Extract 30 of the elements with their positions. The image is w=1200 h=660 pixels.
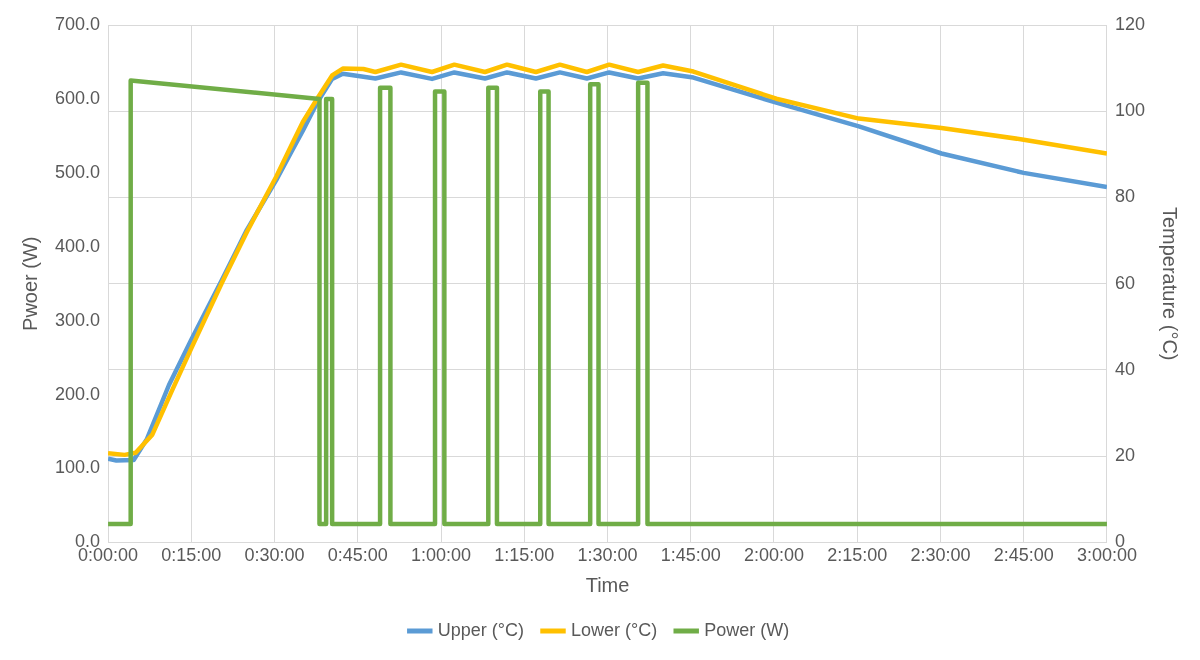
y-tick-label: 600.0 xyxy=(55,87,101,108)
x-tick-label: 0:15:00 xyxy=(161,545,222,566)
legend-label: Lower (°C) xyxy=(571,619,658,640)
legend-label: Upper (°C) xyxy=(437,619,525,640)
y2-tick-label: 20 xyxy=(1114,445,1135,466)
x-axis-title: Time xyxy=(585,573,630,596)
x-tick-label: 1:15:00 xyxy=(494,545,555,566)
x-tick-label: 2:00:00 xyxy=(743,545,805,566)
y-axis-title: Pwoer (W) xyxy=(18,236,41,331)
y2-tick-label: 40 xyxy=(1114,358,1135,379)
x-tick-label: 0:45:00 xyxy=(327,545,388,566)
x-tick-label: 1:30:00 xyxy=(577,545,638,566)
x-tick-label: 1:00:00 xyxy=(410,545,472,566)
y-tick-label: 100.0 xyxy=(55,457,101,478)
x-tick-label: 2:45:00 xyxy=(993,545,1054,566)
y-tick-label: 300.0 xyxy=(55,309,101,330)
y-tick-label: 500.0 xyxy=(55,161,101,182)
y-tick-label: 700.0 xyxy=(55,13,101,34)
y2-tick-label: 80 xyxy=(1114,186,1135,207)
y2-axis-title: Temperature (°C) xyxy=(1159,206,1182,361)
y-tick-label: 200.0 xyxy=(55,383,101,404)
y-tick-label: 400.0 xyxy=(55,235,101,256)
y2-tick-label: 100 xyxy=(1114,100,1146,121)
x-tick-label: 2:15:00 xyxy=(827,545,888,566)
x-tick-label: 0:30:00 xyxy=(244,545,305,566)
y2-tick-label: 60 xyxy=(1114,272,1135,293)
x-tick-label: 1:45:00 xyxy=(660,545,721,566)
x-tick-label: 2:30:00 xyxy=(910,545,971,566)
legend-label: Power (W) xyxy=(704,619,790,640)
y2-tick-label: 120 xyxy=(1114,13,1146,34)
